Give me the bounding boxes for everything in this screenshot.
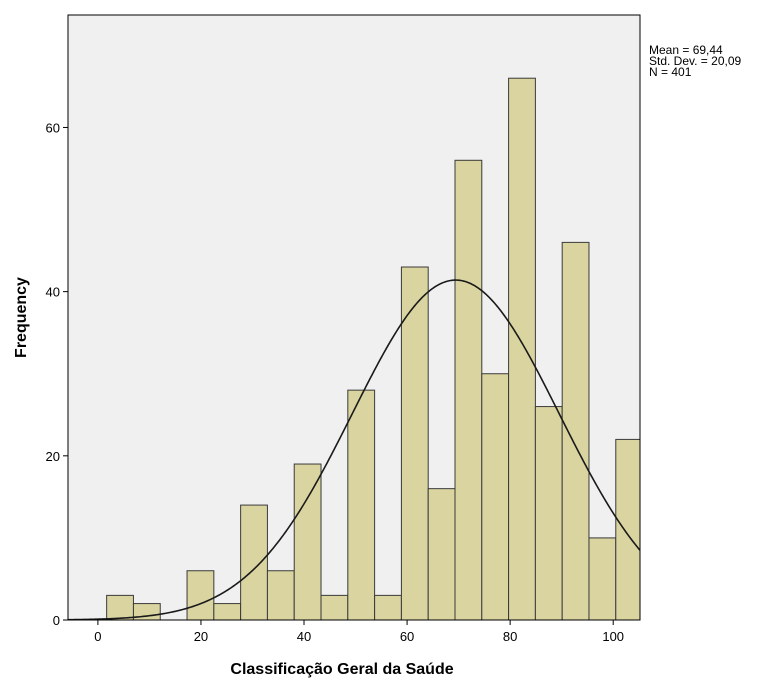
histogram-bar [186, 570, 215, 621]
x-tick-label: 0 [94, 629, 101, 644]
y-tick-label: 0 [53, 613, 60, 628]
histogram-bar [213, 603, 242, 621]
histogram-bar [427, 488, 456, 621]
plot-frame [67, 14, 641, 621]
histogram-bar [561, 241, 590, 621]
x-tick-label: 20 [194, 629, 208, 644]
histogram-bar [374, 594, 402, 621]
histogram-bar [293, 463, 322, 621]
stats-box: Mean = 69,44 Std. Dev. = 20,09 N = 401 [649, 43, 741, 79]
histogram-bar [454, 159, 483, 621]
histogram-bars [106, 77, 641, 621]
stats-std-dev: Std. Dev. = 20,09 [649, 54, 741, 68]
x-tick-label: 100 [602, 629, 624, 644]
x-axis-title: Classificação Geral da Saúde [230, 661, 453, 678]
histogram-bar [588, 537, 617, 621]
histogram-bar [615, 438, 641, 621]
histogram-bar [106, 594, 134, 621]
y-axis-ticks: 0 20 40 60 [46, 120, 68, 628]
y-tick-label: 20 [46, 449, 60, 464]
histogram-bar [240, 504, 268, 621]
stats-n: N = 401 [649, 65, 692, 79]
y-axis-title: Frequency [13, 277, 30, 358]
histogram-bar [347, 389, 376, 621]
stats-mean: Mean = 69,44 [649, 43, 723, 57]
x-axis-ticks: 0 20 40 60 80 100 [94, 620, 624, 644]
x-tick-label: 40 [297, 629, 311, 644]
x-tick-label: 60 [400, 629, 414, 644]
histogram-bar [481, 373, 510, 621]
histogram-bar [266, 570, 295, 621]
x-tick-label: 80 [503, 629, 517, 644]
y-tick-label: 60 [46, 120, 60, 135]
normal-distribution-curve [67, 279, 641, 621]
histogram-bar [534, 406, 563, 621]
histogram-bar [320, 594, 349, 621]
histogram-bar [400, 266, 429, 621]
y-tick-label: 40 [46, 285, 60, 300]
histogram-bar [508, 77, 536, 621]
